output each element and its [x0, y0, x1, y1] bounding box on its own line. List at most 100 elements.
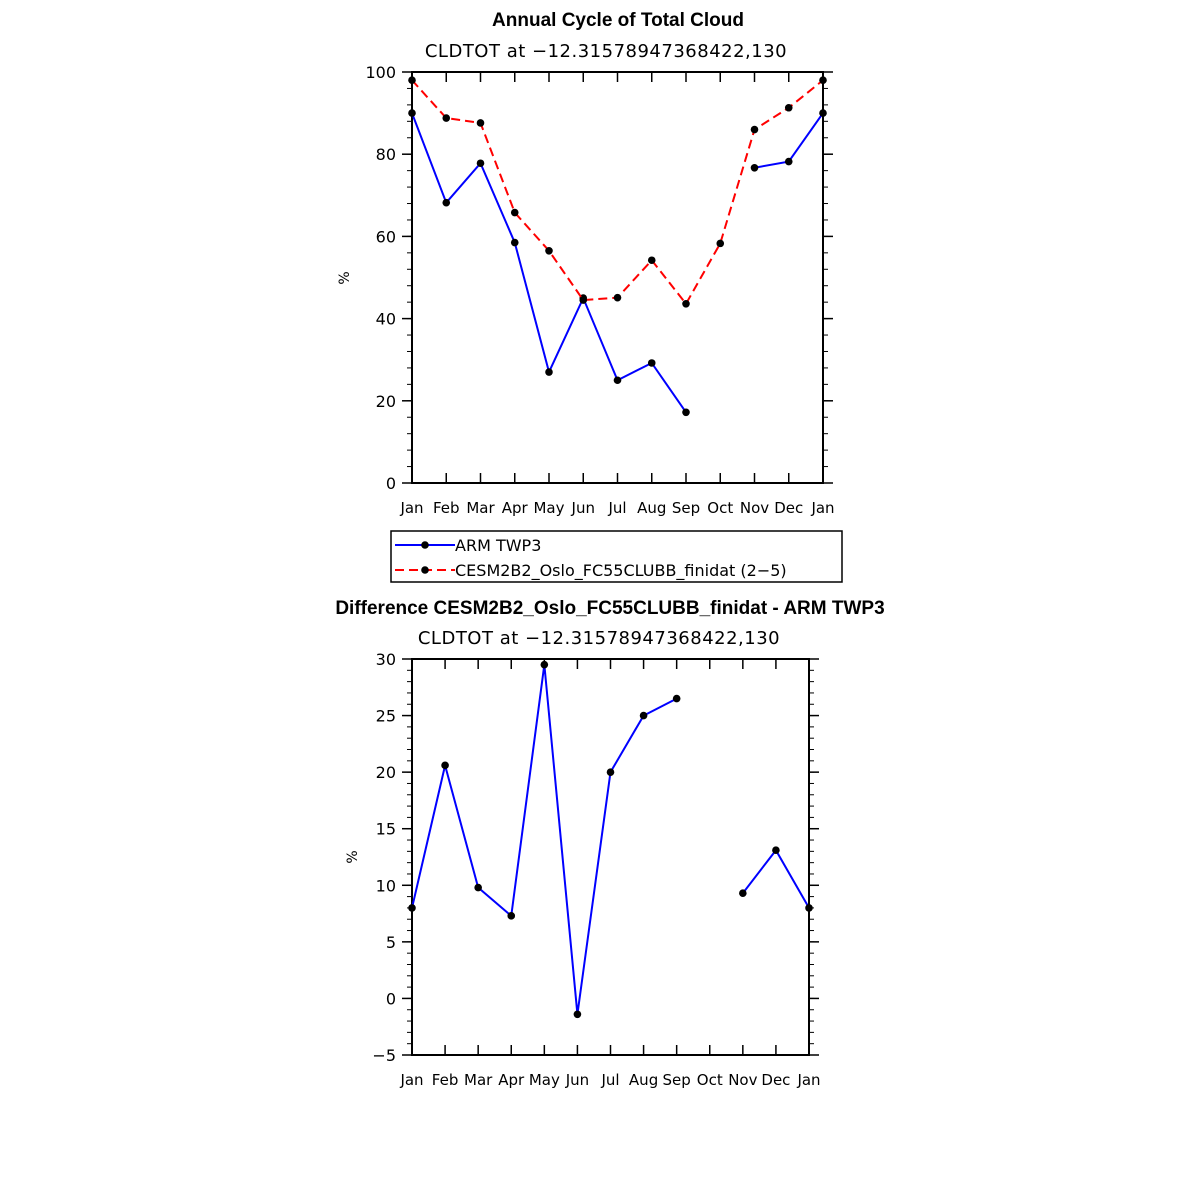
x-tick-label: Jan — [810, 499, 834, 517]
y-axis-label: % — [337, 271, 353, 284]
plot-frame — [411, 71, 824, 484]
data-point — [441, 761, 449, 770]
legend-box — [390, 530, 843, 583]
y-tick-label: 20 — [376, 763, 396, 782]
data-point — [442, 198, 451, 207]
data-point — [750, 125, 759, 134]
data-point — [474, 883, 482, 892]
data-point — [408, 109, 416, 117]
annual-cycle-chart: Annual Cycle of Total Cloud CLDTOT at −1… — [337, 10, 835, 517]
data-point — [408, 76, 416, 85]
x-tick-label: Sep — [672, 499, 700, 517]
x-tick-label: Dec — [761, 1071, 790, 1089]
difference-chart: Difference CESM2B2_Oslo_FC55CLUBB_finida… — [335, 598, 884, 1089]
data-point — [540, 660, 549, 669]
x-tick-label: Jul — [607, 499, 626, 517]
x-tick-label: Jan — [399, 499, 423, 517]
y-tick-label: 60 — [376, 227, 396, 246]
series-line — [411, 664, 678, 1015]
x-tick-label: Nov — [740, 499, 769, 517]
y-tick-label: 10 — [376, 876, 396, 895]
x-tick-label: Aug — [637, 499, 666, 517]
y-tick-label: 15 — [376, 820, 396, 839]
data-point — [606, 768, 615, 776]
data-point — [579, 296, 588, 304]
data-point — [476, 159, 485, 168]
data-point — [784, 157, 793, 166]
legend-label-cesm: CESM2B2_Oslo_FC55CLUBB_finidat (2−5) — [455, 561, 787, 581]
legend-entry-arm: ARM TWP3 — [395, 536, 541, 555]
data-point — [408, 904, 416, 912]
legend-marker-arm — [421, 541, 429, 549]
x-tick-label: Oct — [697, 1071, 723, 1089]
y-tick-label: 100 — [365, 63, 396, 82]
data-point — [647, 256, 656, 265]
y-tick-label: 40 — [376, 310, 396, 329]
series-line — [411, 112, 687, 413]
data-point — [784, 103, 793, 112]
x-tick-label: Feb — [432, 1071, 459, 1089]
x-tick-label: Jan — [399, 1071, 423, 1089]
data-point — [682, 300, 690, 308]
plot-area: Jan Feb Mar Apr May Jun Jul Aug Sep Oct Nov Dec Jan−… — [372, 650, 820, 1089]
y-tick-label: −5 — [372, 1046, 396, 1065]
x-tick-label: Feb — [433, 499, 460, 517]
x-tick-label: Jun — [571, 499, 595, 517]
x-tick-label: Jan — [796, 1071, 820, 1089]
legend-label-arm: ARM TWP3 — [455, 536, 541, 555]
y-tick-label: 80 — [376, 145, 396, 164]
data-point — [573, 1010, 582, 1019]
legend: ARM TWP3 CESM2B2_Oslo_FC55CLUBB_finidat … — [390, 530, 843, 583]
data-point — [805, 904, 813, 912]
data-point — [545, 368, 553, 376]
plot-frame — [411, 658, 810, 1056]
y-tick-label: 20 — [376, 392, 396, 411]
data-point — [613, 376, 622, 385]
x-tick-label: Apr — [498, 1071, 525, 1089]
y-axis-label: % — [345, 850, 361, 863]
x-tick-label: Jun — [565, 1071, 589, 1089]
data-point — [682, 408, 690, 417]
data-point — [647, 359, 656, 367]
y-tick-label: 25 — [376, 707, 396, 726]
data-point — [739, 889, 747, 898]
data-point — [510, 208, 519, 217]
data-point — [613, 293, 622, 302]
series-line — [742, 848, 810, 909]
x-tick-label: Mar — [464, 1071, 493, 1089]
data-point — [545, 246, 553, 255]
data-point — [716, 239, 725, 248]
data-point — [672, 694, 681, 703]
data-point — [442, 114, 451, 122]
data-point — [772, 846, 780, 855]
chart-subtitle: CLDTOT at −12.31578947368422,130 — [425, 41, 787, 62]
x-tick-label: May — [533, 499, 564, 517]
data-point — [476, 119, 485, 127]
x-tick-label: Apr — [502, 499, 529, 517]
data-point — [819, 76, 827, 85]
legend-marker-cesm — [421, 566, 429, 574]
chart-title: Annual Cycle of Total Cloud — [492, 10, 744, 31]
chart-subtitle: CLDTOT at −12.31578947368422,130 — [418, 628, 780, 649]
data-point — [750, 163, 759, 172]
legend-entry-cesm: CESM2B2_Oslo_FC55CLUBB_finidat (2−5) — [395, 561, 787, 581]
data-point — [639, 711, 648, 720]
x-tick-label: Dec — [774, 499, 803, 517]
x-tick-label: May — [529, 1071, 560, 1089]
data-point — [510, 238, 519, 247]
x-tick-label: Aug — [629, 1071, 658, 1089]
y-tick-label: 5 — [386, 933, 396, 952]
y-tick-label: 0 — [386, 474, 396, 493]
series-line — [411, 79, 824, 306]
x-tick-label: Mar — [466, 499, 495, 517]
x-tick-label: Jul — [600, 1071, 619, 1089]
x-tick-label: Oct — [707, 499, 733, 517]
plot-area: Jan Feb Mar Apr May Jun Jul Aug Sep Oct Nov Dec Jan0… — [365, 63, 834, 517]
y-tick-label: 30 — [376, 650, 396, 669]
x-tick-label: Sep — [663, 1071, 691, 1089]
chart-title: Difference CESM2B2_Oslo_FC55CLUBB_finida… — [335, 598, 884, 619]
data-point — [819, 109, 827, 117]
y-tick-label: 0 — [386, 989, 396, 1008]
data-point — [507, 912, 516, 920]
